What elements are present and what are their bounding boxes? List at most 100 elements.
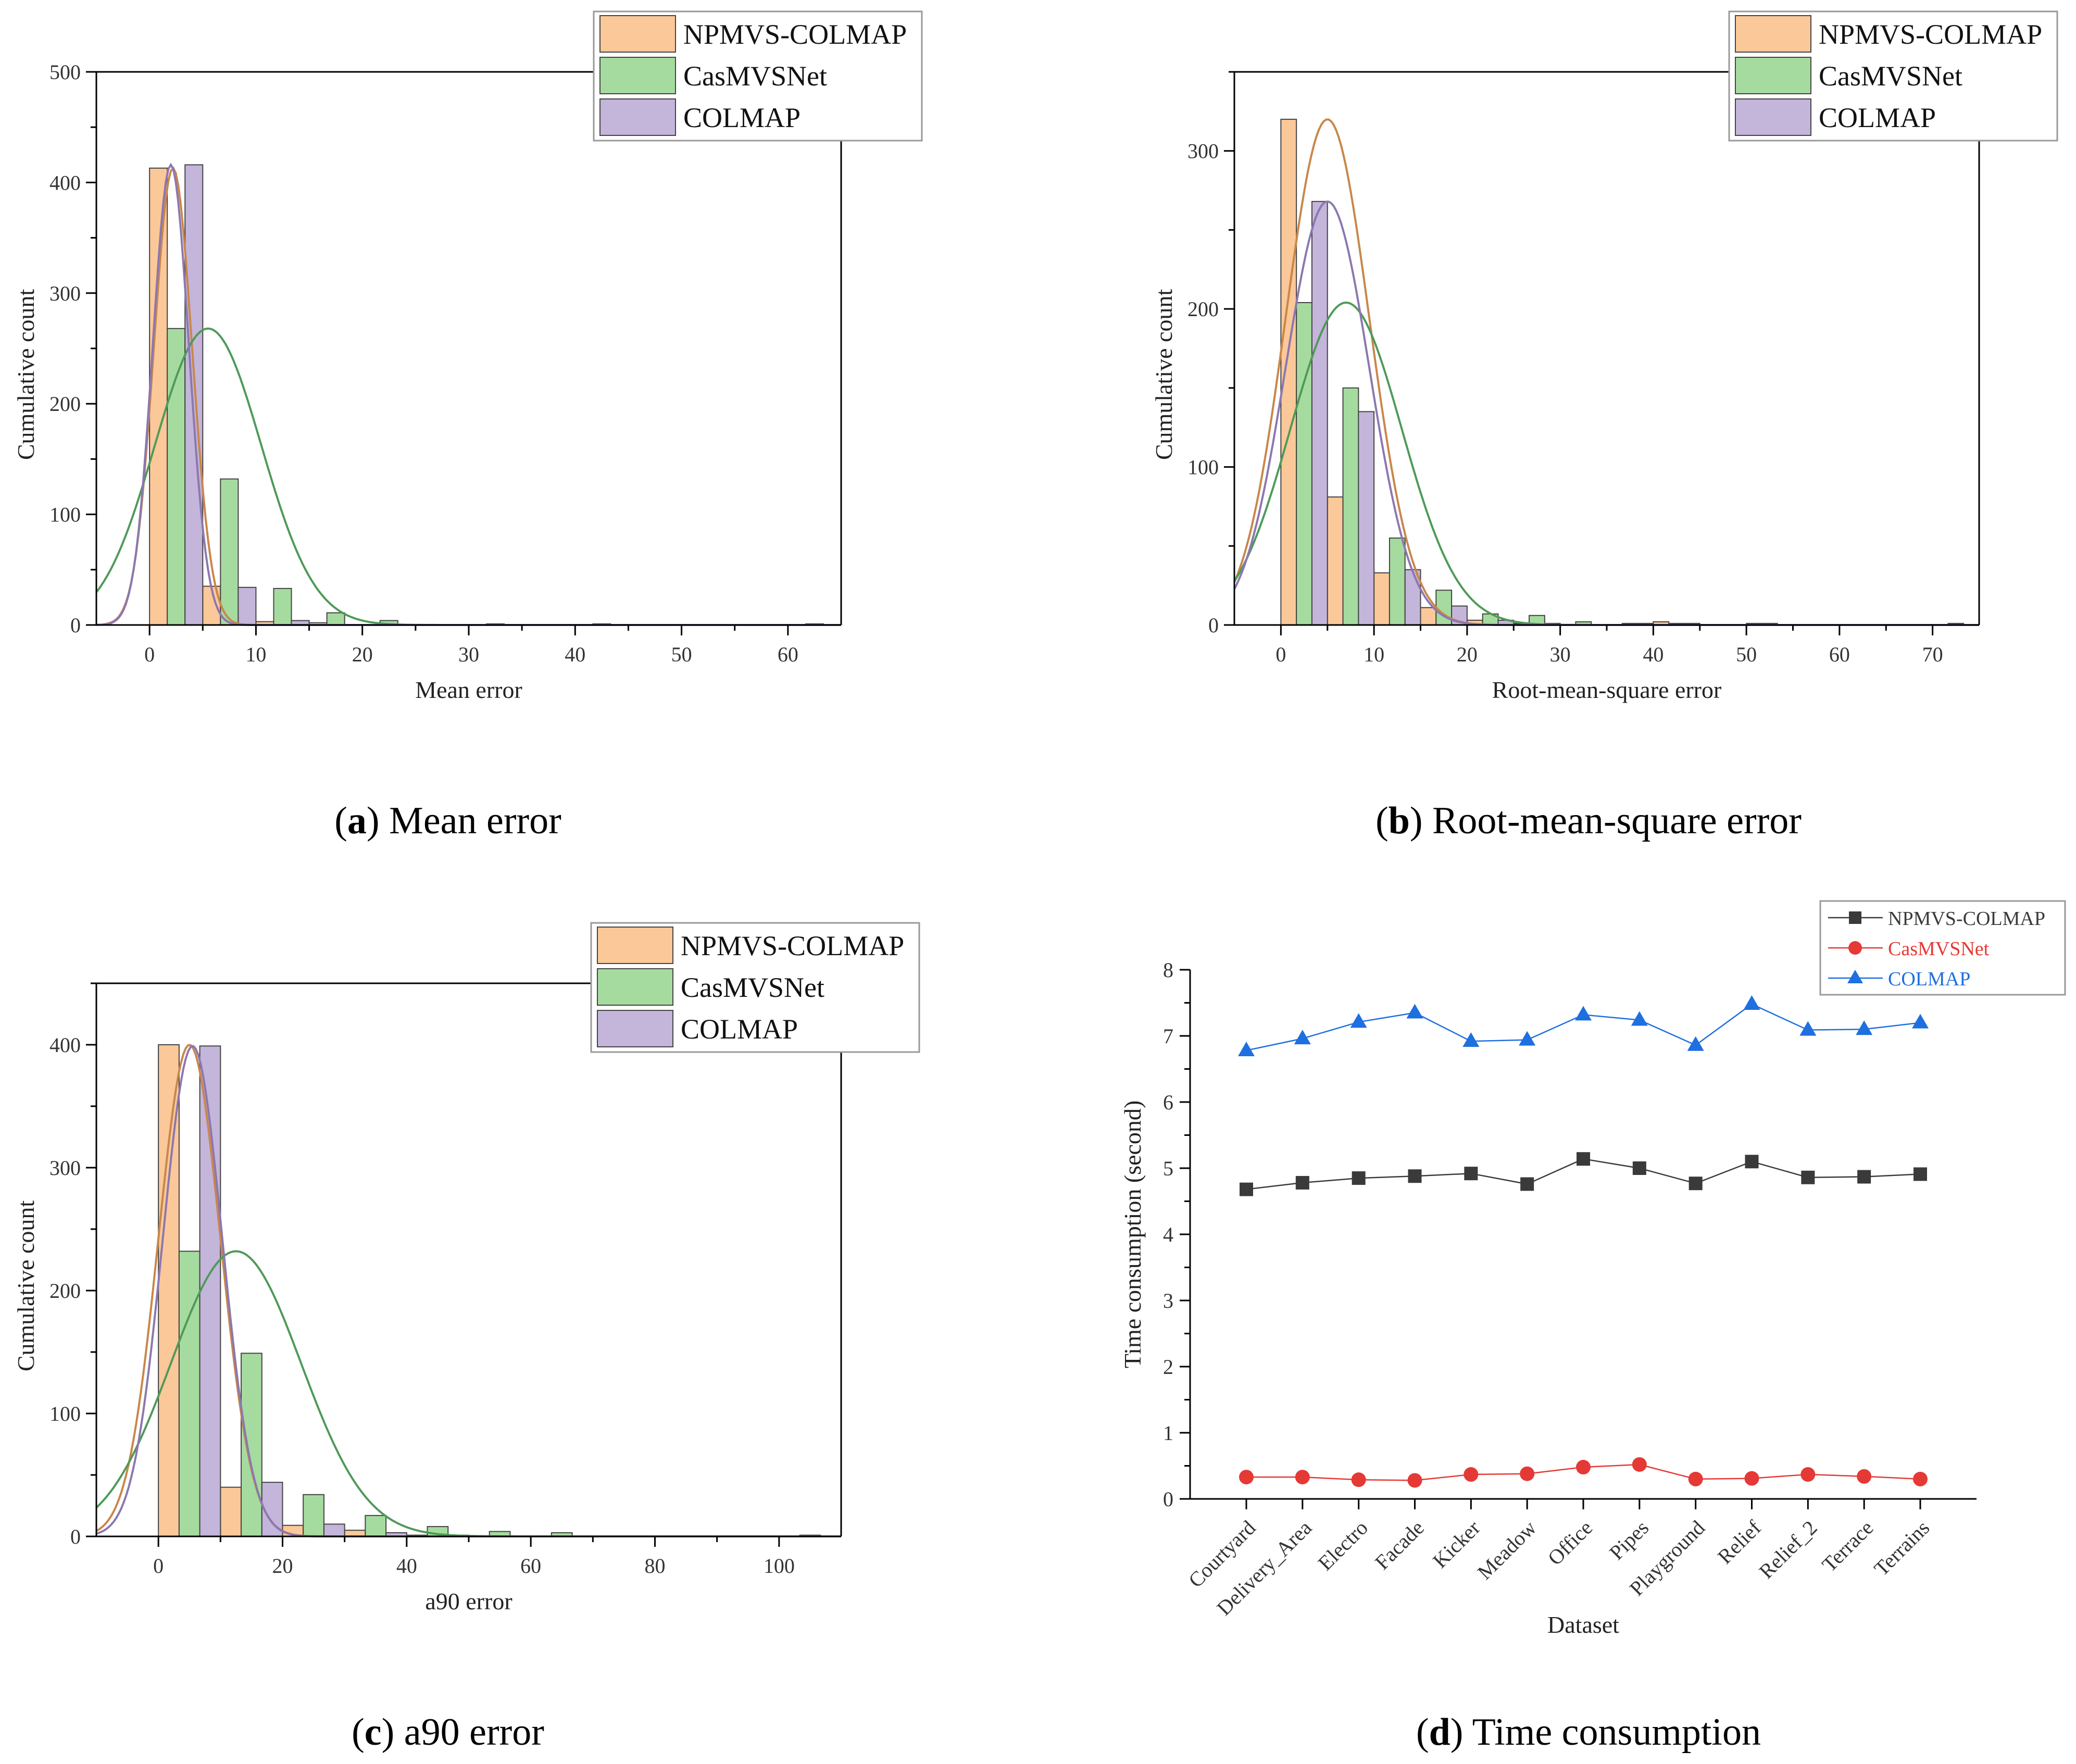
- y-tick-label: 100: [49, 1402, 81, 1425]
- bar-npmvs-colmap: [1327, 496, 1344, 625]
- legend-marker-npmvs-colmap: [1849, 911, 1861, 924]
- legend-label-colmap: COLMAP: [683, 102, 801, 133]
- point-npmvs-colmap: [1352, 1171, 1366, 1185]
- x-tick-label: Relief: [1713, 1516, 1766, 1568]
- y-tick-label: 2: [1163, 1355, 1173, 1379]
- point-casmvsnet: [1520, 1466, 1535, 1481]
- panel-a-mean-error-histogram: 0 10 20 30 40 50 60 0 100 200 300 400 500 Mean error C…: [12, 10, 923, 703]
- x-tick-label: Pipes: [1605, 1516, 1653, 1565]
- x-tick-label: 0: [144, 643, 155, 666]
- y-tick-label: 8: [1163, 958, 1173, 982]
- bar-colmap: [323, 1523, 345, 1537]
- legend-label-colmap: COLMAP: [1819, 102, 1936, 133]
- y-tick-label: 0: [70, 1525, 81, 1548]
- x-tick-label: 20: [1457, 643, 1478, 666]
- legend-swatch-casmvsnet: [599, 57, 676, 94]
- point-npmvs-colmap: [1295, 1175, 1309, 1190]
- bar-colmap: [237, 586, 257, 626]
- point-colmap: [1519, 1031, 1536, 1046]
- legend-label-npmvs-colmap: NPMVS-COLMAP: [1819, 19, 2042, 50]
- legend-label-casmvsnet: CasMVSNet: [681, 972, 824, 1003]
- legend-marker-colmap: [1847, 970, 1863, 983]
- y-axis-label: Time consumption (second): [1119, 1100, 1146, 1369]
- x-tick-label: Terrace: [1817, 1516, 1878, 1577]
- y-tick-label: 100: [49, 503, 81, 527]
- x-tick-label: 30: [1550, 643, 1571, 666]
- point-casmvsnet: [1800, 1467, 1816, 1482]
- bar-colmap: [184, 164, 204, 625]
- bar-npmvs-colmap: [1280, 119, 1297, 625]
- bar-casmvsnet: [1296, 302, 1312, 625]
- point-colmap: [1631, 1011, 1648, 1026]
- bar-colmap: [1358, 411, 1375, 625]
- y-tick-label: 300: [1187, 140, 1219, 163]
- bar-npmvs-colmap: [1420, 607, 1437, 625]
- x-tick-label: 30: [458, 643, 479, 666]
- point-casmvsnet: [1744, 1471, 1759, 1486]
- x-axis-label: Dataset: [1547, 1611, 1619, 1638]
- x-tick-label: 20: [272, 1554, 293, 1578]
- point-npmvs-colmap: [1408, 1169, 1422, 1183]
- point-npmvs-colmap: [1520, 1177, 1534, 1191]
- bar-casmvsnet: [178, 1250, 201, 1537]
- legend-label-colmap: COLMAP: [681, 1014, 798, 1045]
- fit-curve-npmvs-colmap: [96, 166, 841, 626]
- x-axis-label: Root-mean-square error: [1492, 677, 1722, 703]
- x-tick-label: 50: [671, 643, 692, 666]
- point-colmap: [1799, 1021, 1817, 1036]
- x-tick-label: Office: [1543, 1516, 1597, 1570]
- point-casmvsnet: [1407, 1473, 1422, 1488]
- x-tick-label: 40: [565, 643, 585, 666]
- legend-label-casmvsnet: CasMVSNet: [1888, 938, 1990, 960]
- y-tick-label: 0: [1163, 1487, 1173, 1511]
- point-casmvsnet: [1351, 1472, 1366, 1487]
- legend-swatch-colmap: [599, 98, 676, 136]
- point-npmvs-colmap: [1745, 1155, 1759, 1169]
- y-tick-label: 400: [49, 171, 81, 194]
- caption-b: (b) Root-mean-square error: [1375, 799, 1802, 842]
- point-colmap: [1350, 1013, 1367, 1028]
- point-colmap: [1912, 1014, 1929, 1029]
- legend-label-npmvs-colmap: NPMVS-COLMAP: [681, 930, 904, 961]
- bar-npmvs-colmap: [1373, 572, 1390, 625]
- y-tick-label: 3: [1163, 1289, 1173, 1312]
- y-tick-label: 1: [1163, 1421, 1173, 1445]
- x-tick-label: 0: [153, 1554, 164, 1578]
- legend-marker-casmvsnet: [1848, 941, 1862, 955]
- bar-casmvsnet: [326, 612, 345, 625]
- y-tick-label: 7: [1163, 1024, 1173, 1048]
- y-tick-label: 4: [1163, 1223, 1173, 1246]
- point-casmvsnet: [1464, 1467, 1479, 1482]
- point-colmap: [1406, 1004, 1423, 1019]
- legend-label-casmvsnet: CasMVSNet: [1819, 60, 1962, 92]
- legend-swatch-casmvsnet: [597, 968, 673, 1006]
- caption-c: (c) a90 error: [352, 1711, 544, 1754]
- x-tick-label: 20: [352, 643, 373, 666]
- bar-npmvs-colmap: [220, 1486, 242, 1537]
- y-tick-label: 300: [49, 1156, 81, 1180]
- x-axis-label: Mean error: [415, 677, 522, 703]
- legend-label-npmvs-colmap: NPMVS-COLMAP: [683, 19, 907, 50]
- y-tick-label: 0: [1208, 614, 1219, 637]
- point-npmvs-colmap: [1914, 1167, 1927, 1181]
- panel-c-a90-error-histogram: 0 20 40 60 80 100 0 100 200 300 400 a90 error Cumula…: [12, 922, 920, 1615]
- y-tick-label: 200: [1187, 297, 1219, 321]
- y-tick-label: 300: [49, 282, 81, 305]
- point-npmvs-colmap: [1464, 1167, 1478, 1181]
- x-axis-label: a90 error: [425, 1588, 512, 1615]
- legend-swatch-colmap: [1735, 98, 1811, 136]
- point-colmap: [1856, 1020, 1873, 1035]
- y-tick-label: 100: [1187, 456, 1219, 479]
- bar-casmvsnet: [1342, 387, 1359, 625]
- x-tick-label: 10: [1364, 643, 1384, 666]
- point-npmvs-colmap: [1857, 1170, 1871, 1184]
- point-npmvs-colmap: [1689, 1177, 1703, 1191]
- bar-colmap: [1311, 201, 1328, 626]
- y-tick-label: 6: [1163, 1091, 1173, 1114]
- x-tick-label: 10: [245, 643, 266, 666]
- legend-swatch-colmap: [597, 1010, 673, 1047]
- legend-swatch-npmvs-colmap: [597, 927, 673, 964]
- x-tick-label: Facade: [1370, 1516, 1429, 1574]
- legend-swatch-casmvsnet: [1735, 57, 1811, 94]
